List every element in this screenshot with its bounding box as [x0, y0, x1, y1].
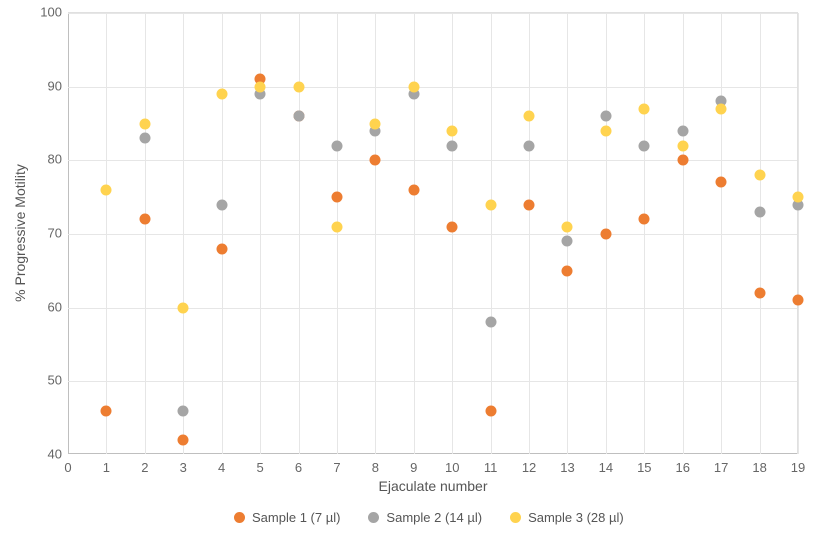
- data-point: [485, 405, 496, 416]
- data-point: [447, 140, 458, 151]
- y-tick-label: 90: [38, 78, 62, 93]
- legend-item: Sample 1 (7 µl): [234, 510, 340, 525]
- x-tick-label: 8: [372, 460, 379, 475]
- data-point: [562, 265, 573, 276]
- legend-label: Sample 1 (7 µl): [252, 510, 340, 525]
- data-point: [677, 125, 688, 136]
- x-tick-label: 7: [333, 460, 340, 475]
- x-tick-label: 15: [637, 460, 651, 475]
- legend-item: Sample 3 (28 µl): [510, 510, 624, 525]
- gridline-vertical: [798, 13, 799, 454]
- data-point: [255, 81, 266, 92]
- x-tick-label: 5: [256, 460, 263, 475]
- x-tick-label: 16: [676, 460, 690, 475]
- gridline-horizontal: [68, 234, 797, 235]
- data-point: [524, 111, 535, 122]
- data-point: [793, 295, 804, 306]
- data-point: [485, 317, 496, 328]
- legend-label: Sample 2 (14 µl): [386, 510, 482, 525]
- legend-swatch-icon: [234, 512, 245, 523]
- x-tick-label: 11: [484, 460, 498, 475]
- data-point: [101, 184, 112, 195]
- data-point: [600, 111, 611, 122]
- data-point: [600, 125, 611, 136]
- y-tick-label: 50: [38, 373, 62, 388]
- data-point: [139, 214, 150, 225]
- y-tick-label: 100: [38, 5, 62, 20]
- data-point: [562, 221, 573, 232]
- x-tick-label: 1: [103, 460, 110, 475]
- x-tick-label: 2: [141, 460, 148, 475]
- data-point: [408, 81, 419, 92]
- legend-swatch-icon: [510, 512, 521, 523]
- data-point: [524, 199, 535, 210]
- data-point: [293, 111, 304, 122]
- data-point: [216, 199, 227, 210]
- x-tick-label: 10: [445, 460, 459, 475]
- data-point: [754, 206, 765, 217]
- data-point: [139, 133, 150, 144]
- gridline-horizontal: [68, 87, 797, 88]
- x-axis-line: [68, 453, 797, 454]
- data-point: [447, 221, 458, 232]
- data-point: [216, 243, 227, 254]
- data-point: [677, 155, 688, 166]
- gridline-horizontal: [68, 13, 797, 14]
- data-point: [178, 405, 189, 416]
- data-point: [408, 184, 419, 195]
- data-point: [370, 118, 381, 129]
- data-point: [178, 435, 189, 446]
- y-tick-label: 40: [38, 447, 62, 462]
- data-point: [331, 221, 342, 232]
- chart-container: 012345678910111213141516171819 405060708…: [0, 0, 820, 544]
- y-tick-label: 80: [38, 152, 62, 167]
- data-point: [447, 125, 458, 136]
- x-axis-label: Ejaculate number: [379, 478, 488, 494]
- legend-swatch-icon: [368, 512, 379, 523]
- data-point: [639, 214, 650, 225]
- data-point: [524, 140, 535, 151]
- x-tick-label: 13: [560, 460, 574, 475]
- legend-item: Sample 2 (14 µl): [368, 510, 482, 525]
- data-point: [716, 103, 727, 114]
- chart-legend: Sample 1 (7 µl) Sample 2 (14 µl) Sample 3 …: [234, 510, 624, 525]
- x-tick-label: 9: [410, 460, 417, 475]
- data-point: [793, 192, 804, 203]
- legend-label: Sample 3 (28 µl): [528, 510, 624, 525]
- data-point: [331, 140, 342, 151]
- x-tick-label: 3: [180, 460, 187, 475]
- x-tick-label: 14: [599, 460, 613, 475]
- data-point: [370, 155, 381, 166]
- data-point: [331, 192, 342, 203]
- x-tick-label: 12: [522, 460, 536, 475]
- gridline-horizontal: [68, 381, 797, 382]
- x-tick-label: 17: [714, 460, 728, 475]
- y-axis-label: % Progressive Motility: [12, 164, 28, 302]
- data-point: [216, 89, 227, 100]
- data-point: [485, 199, 496, 210]
- y-tick-label: 70: [38, 226, 62, 241]
- data-point: [139, 118, 150, 129]
- x-tick-label: 19: [791, 460, 805, 475]
- plot-area: [68, 12, 798, 454]
- y-tick-label: 60: [38, 299, 62, 314]
- data-point: [293, 81, 304, 92]
- x-tick-label: 6: [295, 460, 302, 475]
- data-point: [639, 103, 650, 114]
- x-tick-label: 4: [218, 460, 225, 475]
- x-tick-label: 18: [752, 460, 766, 475]
- data-point: [600, 229, 611, 240]
- data-point: [677, 140, 688, 151]
- x-tick-label: 0: [64, 460, 71, 475]
- data-point: [101, 405, 112, 416]
- data-point: [754, 287, 765, 298]
- data-point: [178, 302, 189, 313]
- data-point: [716, 177, 727, 188]
- data-point: [639, 140, 650, 151]
- data-point: [754, 170, 765, 181]
- data-point: [562, 236, 573, 247]
